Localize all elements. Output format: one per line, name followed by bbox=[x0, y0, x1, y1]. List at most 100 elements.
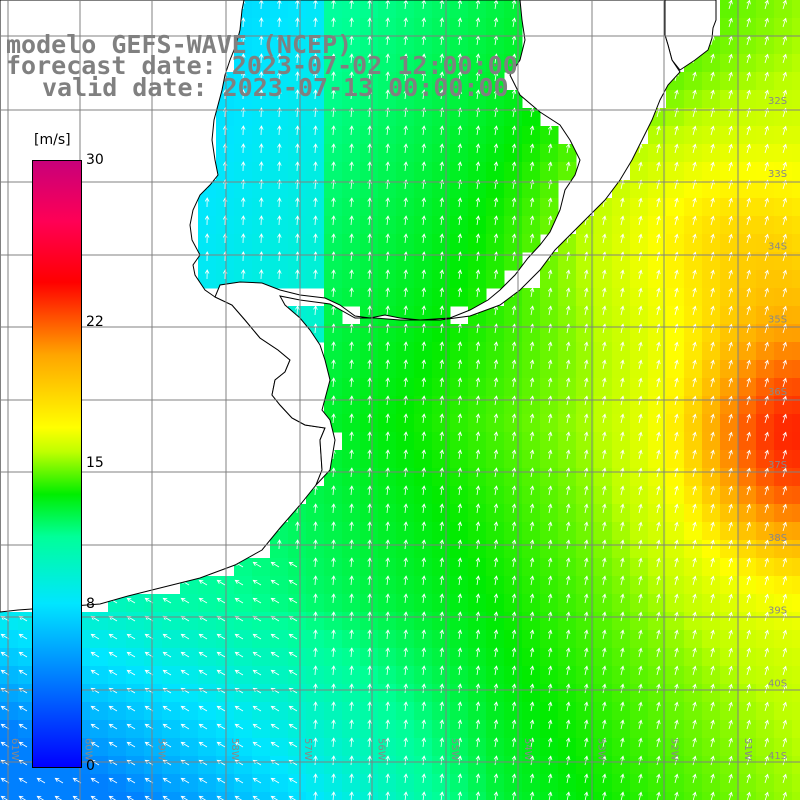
wind-arrow bbox=[295, 161, 300, 172]
wind-arrow bbox=[367, 683, 372, 694]
longitude-label: 51W bbox=[742, 738, 753, 761]
wind-arrow bbox=[313, 737, 318, 748]
wind-speed-cell bbox=[378, 558, 397, 577]
wind-arrow bbox=[108, 651, 118, 658]
wind-speed-cell bbox=[486, 342, 505, 361]
wind-arrow bbox=[656, 377, 661, 388]
wind-speed-cell bbox=[396, 702, 415, 721]
wind-arrow bbox=[90, 723, 100, 730]
wind-arrow bbox=[638, 503, 643, 514]
wind-speed-cell bbox=[684, 702, 703, 721]
wind-speed-cell bbox=[468, 738, 487, 757]
wind-arrow bbox=[583, 719, 589, 730]
wind-arrow bbox=[204, 269, 210, 280]
wind-speed-cell bbox=[180, 774, 199, 793]
wind-arrow bbox=[385, 485, 390, 496]
wind-speed-cell bbox=[522, 558, 541, 577]
wind-speed-cell bbox=[450, 486, 469, 505]
wind-arrow bbox=[439, 683, 445, 694]
wind-arrow bbox=[277, 161, 282, 172]
wind-arrow bbox=[475, 143, 481, 154]
wind-speed-cell bbox=[774, 270, 793, 289]
title-valid-date: valid date: 2023-07-13 00:00:00 bbox=[42, 73, 509, 102]
wind-arrow bbox=[421, 449, 426, 460]
wind-speed-cell bbox=[756, 18, 775, 37]
wind-arrow bbox=[403, 467, 408, 478]
wind-arrow bbox=[421, 719, 426, 730]
wind-speed-cell bbox=[306, 648, 325, 667]
wind-speed-cell bbox=[396, 180, 415, 199]
wind-speed-cell bbox=[486, 432, 505, 451]
wind-arrow bbox=[782, 755, 787, 766]
wind-arrow bbox=[782, 53, 787, 64]
wind-speed-cell bbox=[576, 486, 595, 505]
wind-arrow bbox=[583, 287, 589, 298]
wind-arrow bbox=[475, 359, 481, 370]
wind-arrow bbox=[259, 125, 264, 136]
wind-speed-cell bbox=[288, 216, 307, 235]
wind-arrow bbox=[252, 705, 262, 712]
wind-arrow bbox=[385, 395, 390, 406]
wind-speed-cell bbox=[486, 108, 505, 127]
wind-speed-cell bbox=[702, 162, 721, 181]
wind-arrow bbox=[565, 629, 571, 640]
wind-arrow bbox=[439, 305, 445, 316]
wind-speed-cell bbox=[630, 504, 649, 523]
wind-speed-cell bbox=[576, 504, 595, 523]
wind-arrow bbox=[252, 669, 262, 676]
wind-speed-cell bbox=[432, 144, 451, 163]
wind-speed-cell bbox=[666, 558, 685, 577]
wind-arrow bbox=[728, 449, 733, 460]
wind-arrow bbox=[180, 669, 190, 676]
wind-speed-cell bbox=[612, 198, 631, 217]
wind-speed-cell bbox=[702, 702, 721, 721]
wind-arrow bbox=[439, 143, 445, 154]
wind-arrow bbox=[547, 701, 553, 712]
wind-arrow bbox=[782, 395, 787, 406]
wind-arrow bbox=[529, 593, 535, 604]
wind-arrow bbox=[746, 683, 751, 694]
wind-speed-cell bbox=[396, 162, 415, 181]
wind-speed-cell bbox=[144, 612, 163, 631]
wind-arrow bbox=[216, 723, 226, 730]
wind-arrow bbox=[692, 467, 697, 478]
wind-speed-cell bbox=[522, 792, 541, 800]
wind-arrow bbox=[674, 305, 679, 316]
wind-arrow bbox=[439, 287, 445, 298]
wind-speed-cell bbox=[540, 162, 559, 181]
wind-speed-cell bbox=[702, 756, 721, 775]
wind-arrow bbox=[511, 305, 517, 316]
wind-speed-cell bbox=[378, 540, 397, 559]
wind-arrow bbox=[764, 485, 769, 496]
wind-speed-cell bbox=[720, 738, 739, 757]
wind-arrow bbox=[385, 89, 390, 100]
wind-speed-cell bbox=[648, 648, 667, 667]
wind-arrow bbox=[313, 197, 318, 208]
wind-arrow bbox=[367, 665, 372, 676]
wind-speed-cell bbox=[396, 486, 415, 505]
wind-speed-cell bbox=[504, 396, 523, 415]
wind-speed-cell bbox=[486, 144, 505, 163]
wind-speed-cell bbox=[504, 702, 523, 721]
wind-arrow bbox=[403, 701, 408, 712]
wind-arrow bbox=[674, 269, 679, 280]
wind-speed-cell bbox=[666, 504, 685, 523]
wind-speed-cell bbox=[342, 288, 361, 307]
wind-arrow bbox=[367, 395, 372, 406]
wind-speed-cell bbox=[360, 108, 379, 127]
wind-speed-cell bbox=[378, 36, 397, 55]
wind-arrow bbox=[529, 575, 535, 586]
wind-speed-cell bbox=[774, 36, 793, 55]
wind-speed-cell bbox=[630, 234, 649, 253]
wind-arrow bbox=[529, 773, 535, 784]
wind-speed-cell bbox=[702, 504, 721, 523]
wind-arrow bbox=[313, 269, 318, 280]
wind-arrow bbox=[746, 719, 751, 730]
wind-speed-cell bbox=[594, 396, 613, 415]
wind-speed-cell bbox=[216, 648, 235, 667]
wind-speed-cell bbox=[684, 306, 703, 325]
wind-speed-cell bbox=[738, 180, 757, 199]
wind-speed-cell bbox=[342, 126, 361, 145]
wind-speed-cell bbox=[396, 54, 415, 73]
wind-speed-cell bbox=[198, 666, 217, 685]
